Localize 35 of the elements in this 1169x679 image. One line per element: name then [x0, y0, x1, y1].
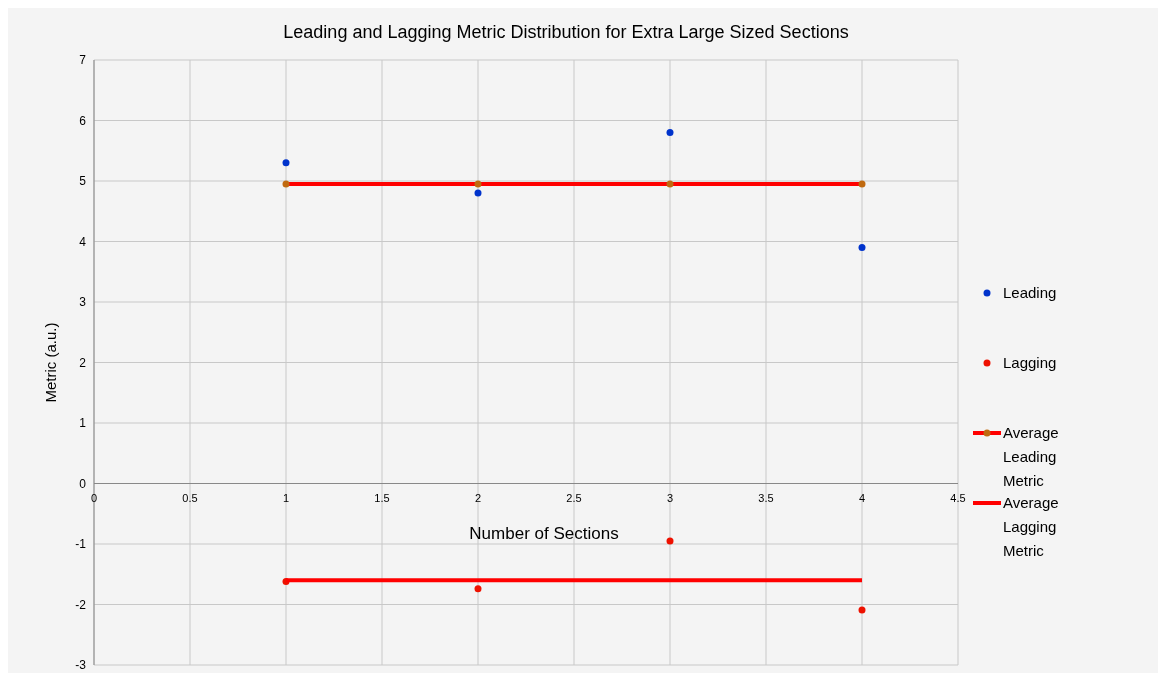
y-tick-label: 3 [79, 295, 87, 309]
x-tick-label: 3.5 [758, 491, 774, 504]
point [474, 189, 482, 197]
legend-label: Leading [1003, 284, 1057, 301]
y-tick-label: 5 [79, 174, 87, 188]
x-tick-label: 0 [90, 491, 98, 504]
y-tick-label: -2 [75, 597, 87, 612]
y-tick-label: 6 [79, 113, 87, 128]
x-tick-label: 1.5 [374, 491, 390, 504]
point [282, 159, 290, 167]
x-tick-label: 4.5 [950, 491, 966, 504]
y-tick-label: 1 [79, 416, 87, 430]
chart-title: Leading and Lagging Metric Distribution for Extra Large Sized Sections [283, 22, 849, 42]
point [474, 585, 482, 593]
x-axis-title: Number of Sections [469, 523, 619, 543]
y-axis-title: Metric (a.u.) [42, 322, 59, 403]
x-tick-label: 3 [666, 491, 674, 504]
y-tick-label: -3 [75, 658, 87, 672]
x-tick-label: 0.5 [182, 491, 198, 504]
x-tick-label: 2 [474, 491, 482, 504]
y-tick-label: 2 [79, 355, 87, 370]
y-tick-label: 0 [79, 476, 87, 491]
y-tick-label: -1 [75, 537, 87, 551]
y-tick-label: 4 [79, 234, 87, 249]
x-tick-label: 2.5 [566, 491, 582, 504]
legend-label: Average Lagging Metric [1003, 494, 1059, 559]
point [666, 129, 674, 137]
point [666, 537, 674, 545]
y-tick-label: 7 [79, 53, 87, 67]
x-tick-label: 1 [282, 491, 290, 504]
point [858, 606, 866, 614]
legend-label: Average Leading Metric [1003, 424, 1059, 489]
x-tick-label: 4 [858, 491, 866, 504]
point [858, 244, 866, 252]
legend-label: Lagging [1003, 354, 1057, 371]
